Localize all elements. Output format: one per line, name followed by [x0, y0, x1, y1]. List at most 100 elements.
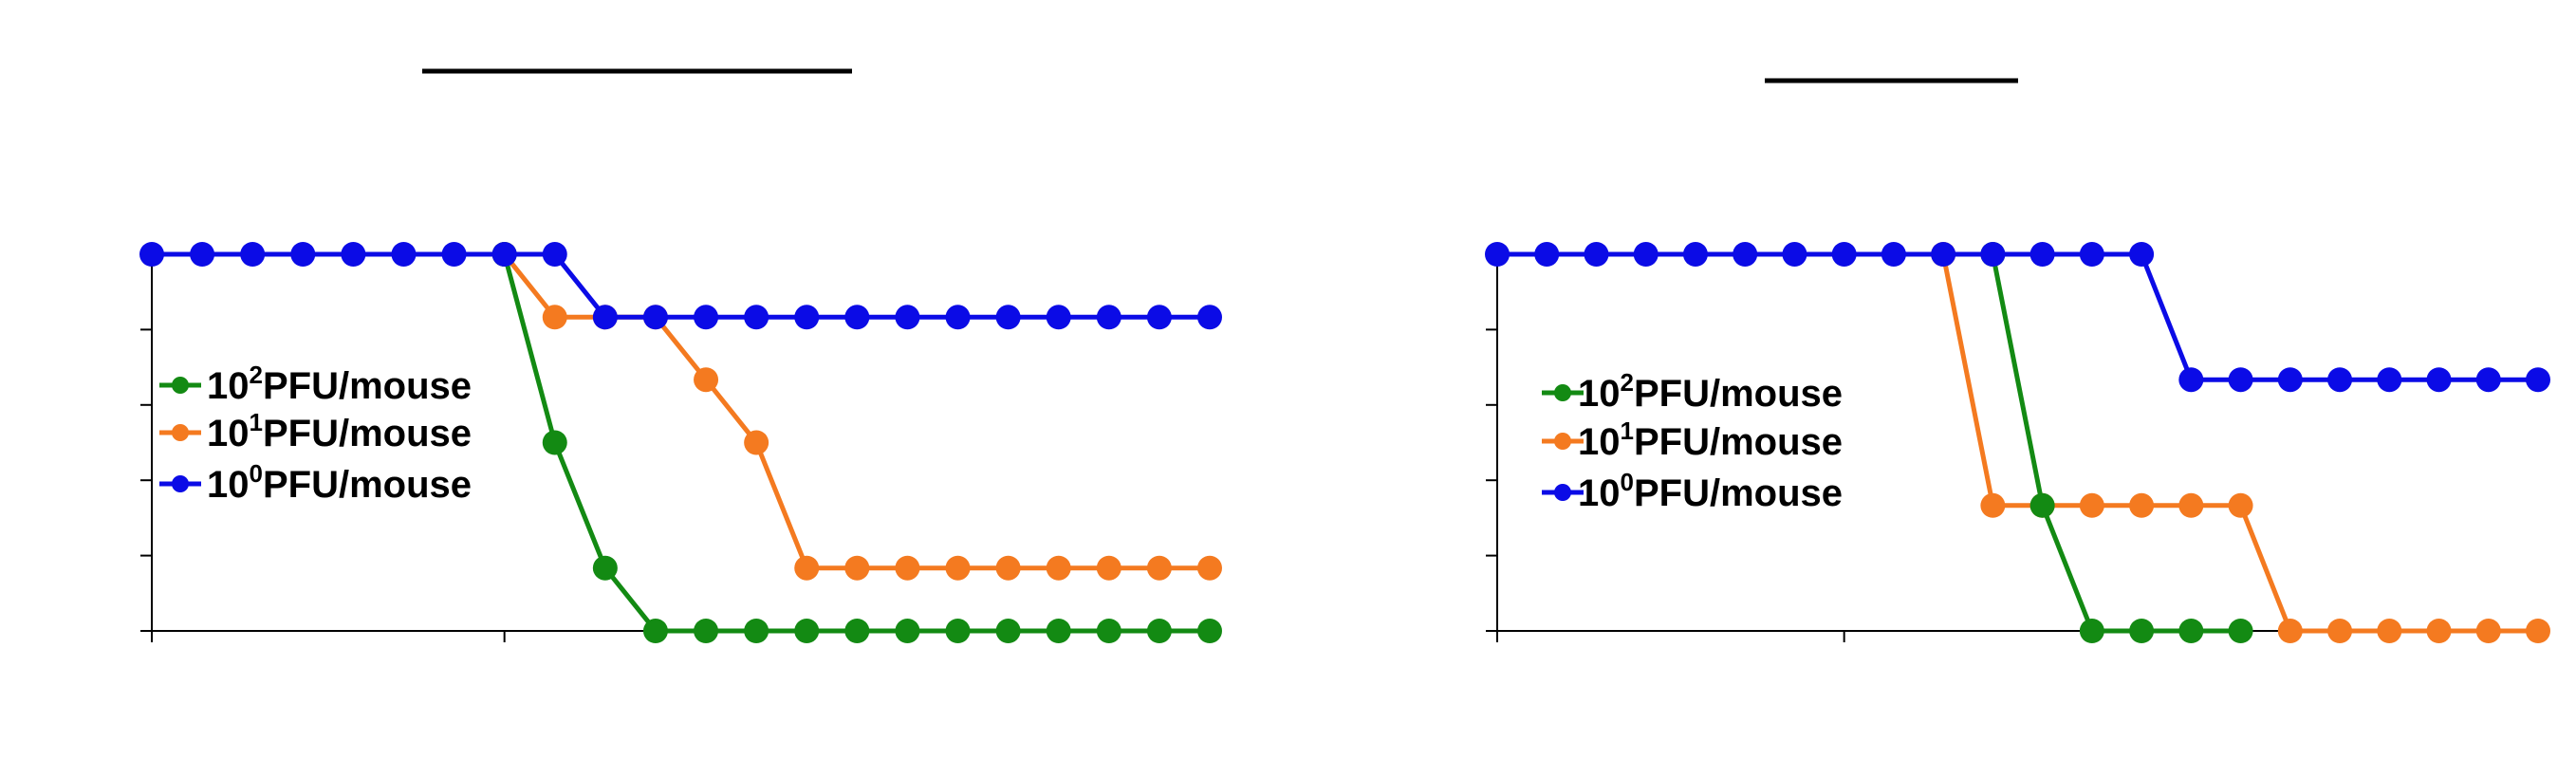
data-point [995, 619, 1021, 643]
data-point [1197, 305, 1222, 330]
series-line [1497, 251, 2538, 382]
legend-label-superscript: 2 [1621, 368, 1634, 397]
data-point [995, 555, 1021, 581]
data-point [1146, 305, 1172, 330]
legend-label-superscript: 0 [1621, 468, 1634, 496]
data-point [895, 305, 920, 330]
data-point [945, 619, 971, 643]
data-point [1096, 555, 1121, 581]
series-line [502, 252, 1210, 571]
legend-label-superscript: 0 [250, 459, 263, 488]
data-point [2277, 367, 2303, 393]
legend-label-superscript: 2 [250, 361, 263, 389]
data-point [844, 305, 870, 330]
legend-swatch-marker [1554, 484, 1571, 501]
series-10-2 [491, 242, 1222, 643]
data-point [2228, 492, 2253, 518]
data-point [794, 619, 820, 643]
legend-label-superscript: 1 [250, 408, 263, 436]
data-point [1046, 555, 1071, 581]
legend-entry: 100PFU/mouse [159, 459, 472, 506]
data-point [542, 430, 567, 455]
legend-swatch-marker [1554, 433, 1571, 450]
data-point [2178, 619, 2204, 643]
series-10-0 [1485, 242, 2550, 393]
data-point [1831, 242, 1857, 267]
data-point [1096, 619, 1121, 643]
data-point [945, 305, 971, 330]
data-point [592, 555, 618, 581]
data-point [2526, 619, 2550, 643]
data-point [2426, 619, 2452, 643]
legend-label-superscript: 1 [1621, 417, 1634, 445]
data-point [895, 619, 920, 643]
data-point [1633, 242, 1659, 267]
data-point [592, 305, 618, 330]
data-point [1534, 242, 1560, 267]
legend-swatch-marker [1554, 384, 1571, 401]
data-point [2327, 367, 2353, 393]
legend-label: 101PFU/mouse [207, 408, 472, 454]
legend-label-unit: PFU/mouse [1634, 421, 1843, 463]
data-point [1881, 242, 1906, 267]
data-point [491, 242, 517, 267]
data-point [1733, 242, 1758, 267]
data-point [139, 242, 164, 267]
data-point [2228, 367, 2253, 393]
series-10-1 [1931, 242, 2550, 643]
legend-entry: 101PFU/mouse [159, 408, 472, 454]
legend-entry: 102PFU/mouse [1542, 368, 1843, 415]
data-point [2178, 367, 2204, 393]
data-point [542, 305, 567, 330]
data-point [2426, 367, 2452, 393]
data-point [2079, 619, 2104, 643]
data-point [1197, 555, 1222, 581]
legend-label: 100PFU/mouse [207, 459, 472, 506]
data-point [341, 242, 366, 267]
data-point [844, 619, 870, 643]
data-point [1782, 242, 1807, 267]
data-point [2178, 492, 2204, 518]
data-point [1584, 242, 1609, 267]
data-point [2129, 242, 2155, 267]
legend-label: 101PFU/mouse [1578, 417, 1843, 463]
data-point [642, 619, 668, 643]
data-point [1485, 242, 1510, 267]
data-point [744, 305, 769, 330]
data-point [2475, 619, 2501, 643]
data-point [794, 305, 820, 330]
data-point [190, 242, 215, 267]
legend-label-unit: PFU/mouse [1634, 373, 1843, 415]
data-point [1096, 305, 1121, 330]
series-line [1990, 253, 2241, 634]
series-line [1940, 253, 2538, 634]
series-10-2 [1980, 242, 2253, 643]
data-point [945, 555, 971, 581]
legend-label-unit: PFU/mouse [263, 365, 472, 407]
data-point [2079, 492, 2104, 518]
data-point [1682, 242, 1708, 267]
series-10-0 [139, 242, 1222, 330]
series-line [152, 251, 1210, 320]
data-point [1146, 619, 1172, 643]
data-point [1197, 619, 1222, 643]
legend-swatch-marker [172, 424, 189, 441]
legend-swatch-marker [172, 475, 189, 492]
legend-entry: 100PFU/mouse [1542, 468, 1843, 514]
data-point [995, 305, 1021, 330]
legend-label: 102PFU/mouse [207, 361, 472, 407]
legend-label-unit: PFU/mouse [263, 464, 472, 506]
data-point [2277, 619, 2303, 643]
legend-label-base: 10 [1578, 373, 1621, 415]
data-point [1046, 305, 1071, 330]
data-point [1980, 242, 2006, 267]
data-point [1146, 555, 1172, 581]
data-point [1046, 619, 1071, 643]
data-point [441, 242, 467, 267]
data-point [744, 619, 769, 643]
series-10-1 [491, 242, 1222, 581]
data-point [2079, 242, 2104, 267]
